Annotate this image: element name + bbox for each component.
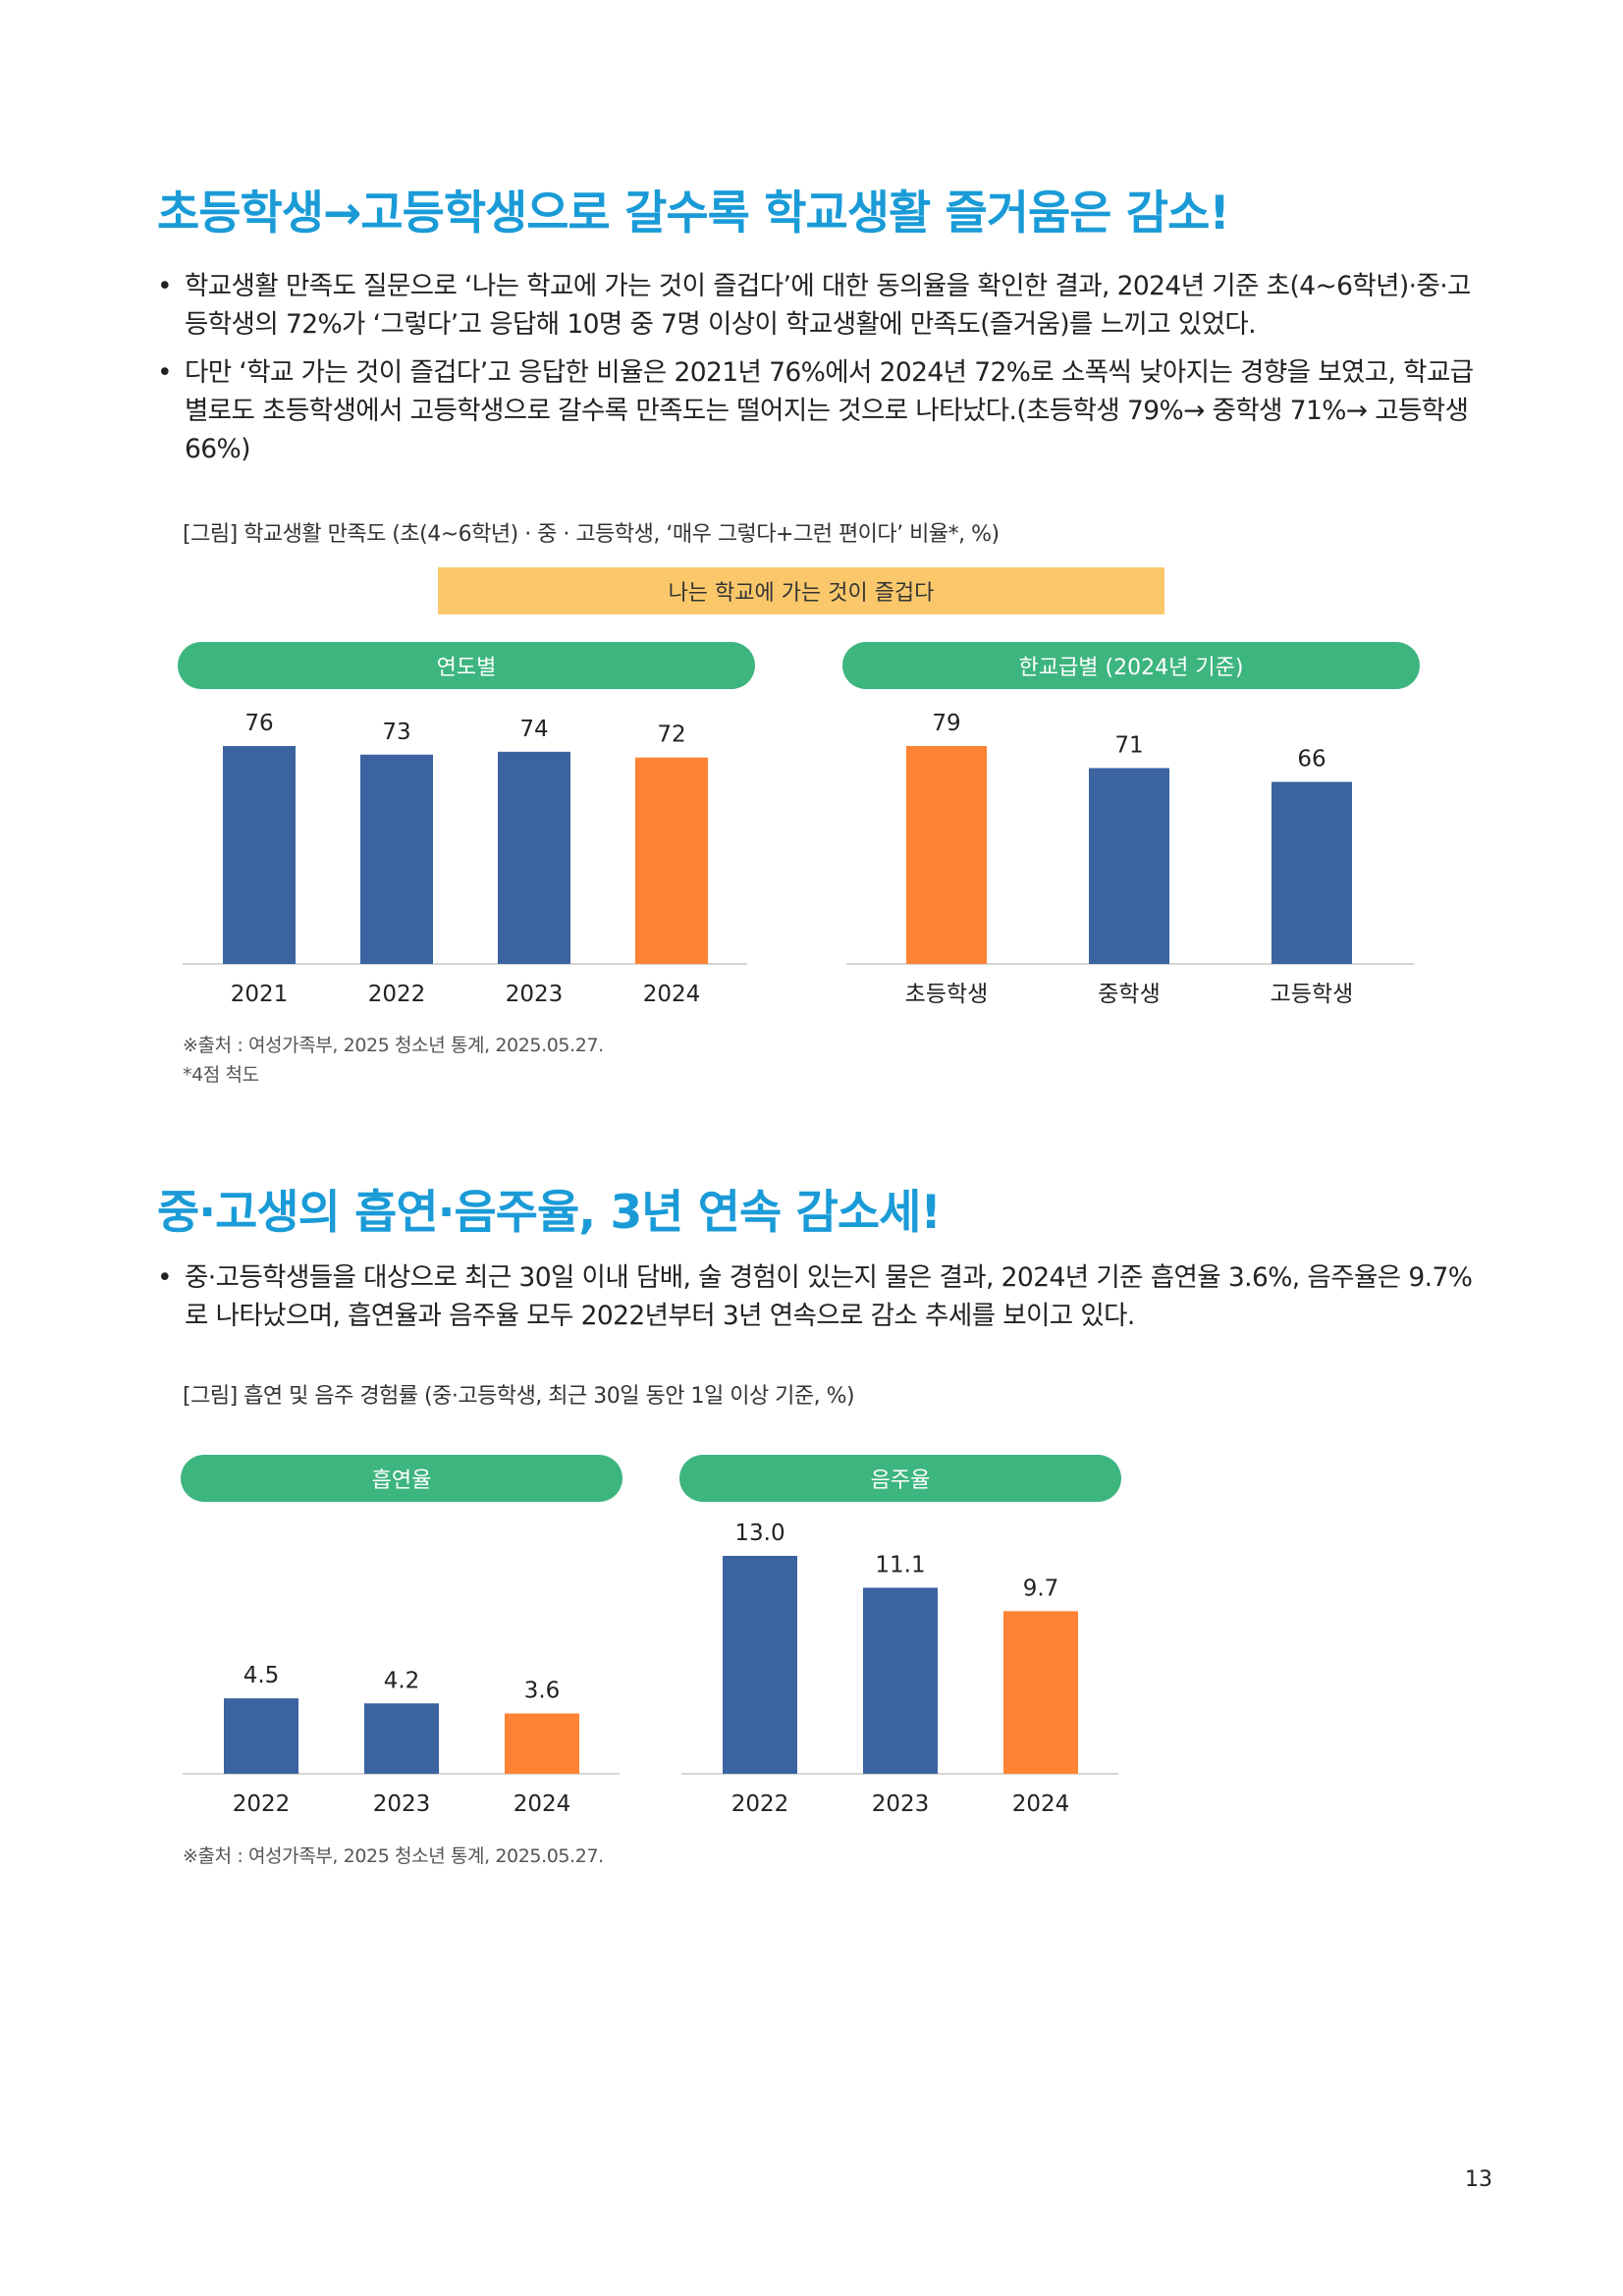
chart-satisfaction-by-year: 76 2021 73 2022 74 2023 72 2024 bbox=[183, 707, 747, 1021]
bar bbox=[1003, 1611, 1078, 1774]
section1-bullets: 학교생활 만족도 질문으로 ‘나는 학교에 가는 것이 즐겁다’에 대한 동의율… bbox=[157, 267, 1492, 478]
data-label: 4.2 bbox=[384, 1668, 420, 1693]
category-label: 2022 bbox=[731, 1791, 789, 1817]
data-label: 79 bbox=[932, 711, 960, 736]
section2-bullet: 중·고등학생들을 대상으로 최근 30일 이내 담배, 술 경험이 있는지 물은… bbox=[157, 1258, 1492, 1335]
bar bbox=[360, 754, 433, 964]
bar bbox=[498, 751, 570, 964]
data-label: 66 bbox=[1297, 747, 1325, 773]
chart-title-pill: 흡연율 bbox=[181, 1455, 622, 1502]
chart-title-pill: 한교급별 (2024년 기준) bbox=[842, 642, 1420, 689]
category-label: 2023 bbox=[872, 1791, 930, 1817]
data-label: 3.6 bbox=[524, 1679, 561, 1704]
category-label: 2023 bbox=[373, 1791, 431, 1817]
source-line: ※출처 : 여성가족부, 2025 청소년 통계, 2025.05.27. bbox=[183, 1035, 604, 1056]
bar bbox=[505, 1713, 579, 1774]
footnote-line: *4점 척도 bbox=[183, 1064, 259, 1086]
section2-title: 중·고생의 흡연·음주율, 3년 연속 감소세! bbox=[157, 1186, 942, 1240]
figure1-caption: [그림] 학교생활 만족도 (초(4~6학년) · 중 · 고등학생, ‘매우 … bbox=[183, 522, 1000, 547]
bar bbox=[223, 746, 296, 964]
category-label: 2024 bbox=[643, 982, 701, 1007]
data-label: 72 bbox=[657, 722, 685, 748]
bar bbox=[635, 757, 708, 964]
bar bbox=[863, 1587, 938, 1774]
chart-title-pill: 연도별 bbox=[178, 642, 755, 689]
figure1-source: ※출처 : 여성가족부, 2025 청소년 통계, 2025.05.27. *4… bbox=[183, 1031, 604, 1090]
chart-smoking-rate: 4.5 2022 4.2 2023 3.6 2024 bbox=[183, 1517, 620, 1831]
chart-satisfaction-by-school-level: 79 초등학생 71 중학생 66 고등학생 bbox=[846, 707, 1414, 1021]
category-label: 2024 bbox=[514, 1791, 571, 1817]
category-label: 2022 bbox=[233, 1791, 291, 1817]
category-label: 2024 bbox=[1012, 1791, 1070, 1817]
chart-drinking-rate: 13.0 2022 11.1 2023 9.7 2024 bbox=[681, 1517, 1118, 1831]
figure2-source: ※출처 : 여성가족부, 2025 청소년 통계, 2025.05.27. bbox=[183, 1842, 604, 1871]
data-label: 13.0 bbox=[734, 1521, 784, 1546]
data-label: 9.7 bbox=[1023, 1575, 1059, 1601]
bar bbox=[1271, 781, 1352, 964]
data-label: 76 bbox=[244, 711, 273, 736]
category-label: 고등학생 bbox=[1271, 982, 1354, 1007]
figure1-banner: 나는 학교에 가는 것이 즐겁다 bbox=[438, 567, 1164, 614]
section1-bullet: 다만 ‘학교 가는 것이 즐겁다’고 응답한 비율은 2021년 76%에서 2… bbox=[157, 353, 1492, 468]
source-line: ※출처 : 여성가족부, 2025 청소년 통계, 2025.05.27. bbox=[183, 1845, 604, 1867]
figure2-caption: [그림] 흡연 및 음주 경험률 (중·고등학생, 최근 30일 동안 1일 이… bbox=[183, 1384, 855, 1409]
category-label: 2021 bbox=[231, 982, 289, 1007]
bar bbox=[723, 1556, 797, 1774]
data-label: 74 bbox=[519, 717, 548, 742]
section2-bullets: 중·고등학생들을 대상으로 최근 30일 이내 담배, 술 경험이 있는지 물은… bbox=[157, 1258, 1492, 1345]
category-label: 초등학생 bbox=[905, 982, 989, 1007]
bar bbox=[364, 1703, 439, 1774]
data-label: 71 bbox=[1114, 732, 1143, 758]
page-number: 13 bbox=[1465, 2167, 1492, 2192]
bar bbox=[224, 1698, 298, 1774]
section1-title: 초등학생→고등학생으로 갈수록 학교생활 즐거움은 감소! bbox=[157, 187, 1230, 240]
data-label: 4.5 bbox=[243, 1663, 280, 1688]
bar bbox=[1089, 768, 1169, 964]
category-label: 2023 bbox=[506, 982, 564, 1007]
category-label: 2022 bbox=[368, 982, 426, 1007]
data-label: 11.1 bbox=[875, 1552, 925, 1577]
chart-title-pill: 음주율 bbox=[679, 1455, 1121, 1502]
bar bbox=[906, 746, 987, 964]
data-label: 73 bbox=[382, 720, 410, 745]
section1-bullet: 학교생활 만족도 질문으로 ‘나는 학교에 가는 것이 즐겁다’에 대한 동의율… bbox=[157, 267, 1492, 344]
category-label: 중학생 bbox=[1098, 982, 1160, 1007]
